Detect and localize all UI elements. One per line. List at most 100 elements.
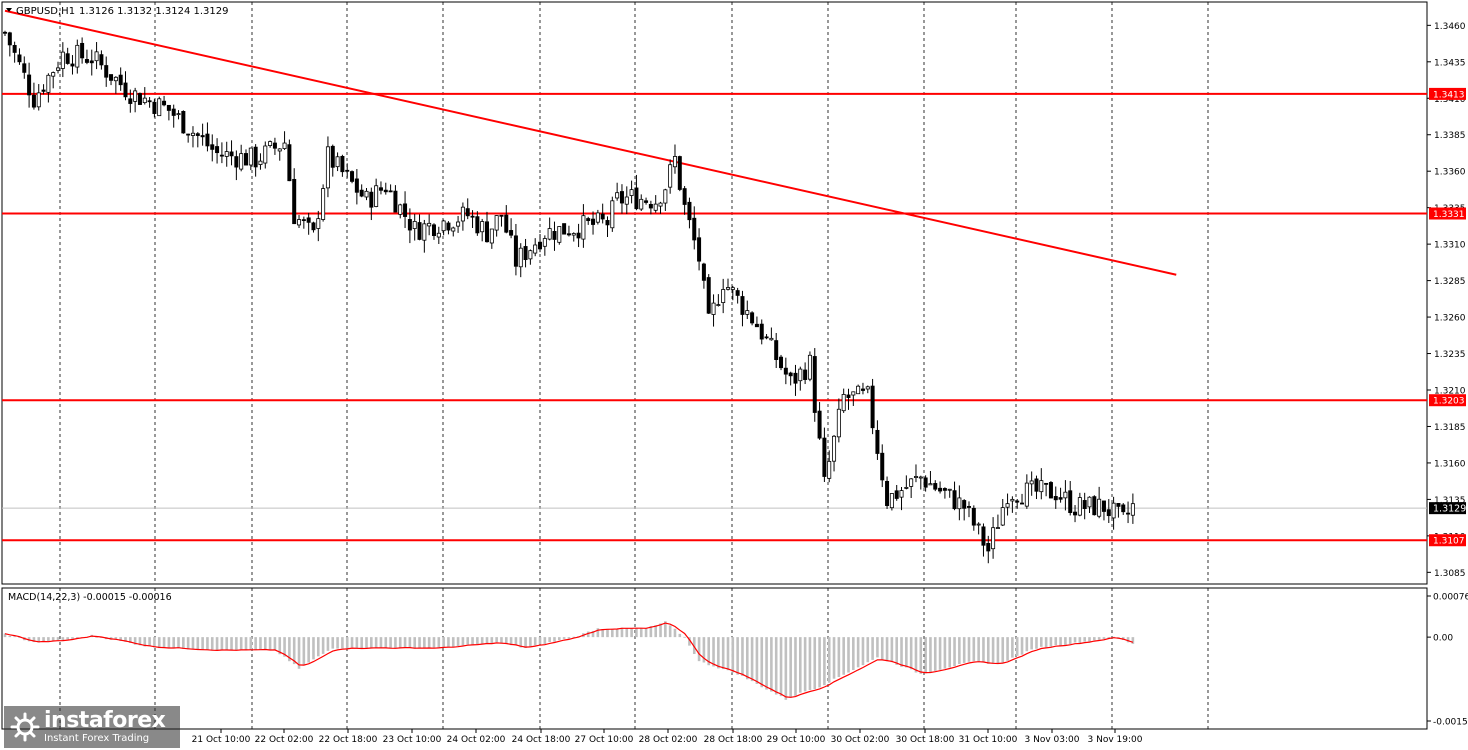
candle-body	[234, 156, 239, 168]
candle-body	[947, 488, 952, 491]
candle-body	[889, 493, 894, 509]
macd-bar	[1068, 637, 1072, 645]
macd-bar	[620, 627, 624, 638]
ohlc-values: 1.3126 1.3132 1.3124 1.3129	[79, 6, 229, 17]
current-price-label: 1.3129	[1429, 502, 1466, 515]
candle-body	[335, 156, 340, 168]
macd-bar	[317, 637, 320, 657]
macd-bar	[495, 637, 498, 643]
candle-body	[547, 228, 552, 240]
macd-bar	[114, 637, 118, 640]
candle-body	[711, 302, 716, 315]
macd-bar	[259, 637, 262, 650]
macd-bar	[1093, 637, 1096, 641]
macd-bar	[1025, 637, 1029, 652]
candle-body	[1111, 502, 1116, 519]
price-tick-label: 1.3360	[1434, 168, 1466, 178]
macd-bar	[278, 637, 282, 655]
macd-bar	[524, 637, 527, 649]
macd-bar	[326, 637, 330, 651]
macd-bar	[630, 628, 633, 638]
candle-body	[1121, 504, 1126, 513]
candle-body	[754, 323, 759, 328]
macd-bar	[538, 637, 542, 645]
macd-bar	[745, 637, 749, 680]
level-label-bg	[1429, 534, 1466, 547]
downtrend-line[interactable]	[4, 9, 1177, 276]
macd-bar	[129, 637, 132, 643]
candle-body	[706, 277, 711, 314]
macd-bar	[437, 637, 441, 648]
candle-body	[36, 92, 41, 108]
macd-bar	[148, 637, 151, 647]
macd-bar	[476, 637, 479, 645]
level-label: 1.3331	[1433, 210, 1465, 220]
macd-bar	[466, 637, 470, 645]
macd-bar	[586, 631, 590, 638]
macd-bar	[611, 629, 614, 638]
candle-body	[123, 82, 128, 98]
macd-bar	[606, 628, 609, 638]
macd-bar	[461, 637, 465, 646]
candle-body	[1092, 496, 1097, 516]
candle-body	[403, 203, 408, 217]
macd-bar	[1011, 637, 1014, 658]
candlesticks[interactable]	[3, 30, 1135, 564]
candle-body	[46, 74, 51, 93]
macd-bar	[765, 637, 768, 690]
price-panel[interactable]: 1.30851.31101.31351.31601.31851.32101.32…	[1, 1, 1466, 585]
candle-body	[1116, 503, 1121, 507]
time-tick-label: 28 Oct 02:00	[639, 735, 698, 745]
candle-body	[224, 151, 229, 157]
macd-bar	[172, 637, 175, 648]
candle-body	[364, 190, 369, 198]
candle-body	[65, 53, 70, 64]
macd-bar	[779, 637, 783, 697]
candle-body	[330, 145, 335, 168]
macd-bar	[972, 637, 976, 662]
level-label-bg	[1429, 87, 1466, 100]
macd-bar	[1078, 637, 1082, 644]
candle-body	[446, 222, 451, 231]
time-tick-label: 28 Oct 18:00	[704, 735, 763, 745]
candle-body	[1044, 482, 1049, 485]
macd-tick-label: -0.00155	[1433, 718, 1468, 728]
candle-body	[610, 200, 615, 229]
candle-body	[721, 289, 726, 303]
macd-bar	[451, 637, 455, 648]
candle-body	[1082, 500, 1087, 509]
macd-panel[interactable]: 0.00076 0.00 -0.00155 MACD(14,22,3) -0.000…	[1, 587, 1468, 730]
macd-bar	[210, 637, 214, 651]
candle-body	[186, 133, 191, 136]
macd-bar	[268, 637, 272, 651]
candle-body	[566, 233, 571, 236]
macd-bar	[71, 637, 74, 639]
candle-body	[350, 171, 355, 182]
macd-bar	[688, 637, 691, 646]
macd-bar	[885, 637, 889, 662]
current-price-text: 1.3129	[1433, 504, 1466, 515]
macd-bar	[1083, 637, 1086, 642]
macd-bar	[249, 637, 253, 650]
horizontal-levels[interactable]	[2, 92, 1427, 542]
candle-body	[1010, 498, 1015, 502]
macd-bar	[288, 637, 291, 662]
macd-bar	[644, 628, 648, 638]
candle-body	[634, 187, 639, 210]
macd-bar	[683, 636, 686, 638]
candle-body	[788, 372, 793, 377]
candle-body	[730, 287, 735, 290]
macd-bar	[943, 637, 947, 669]
macd-bar	[413, 637, 416, 649]
dropdown-triangle-icon[interactable]	[6, 8, 12, 12]
candle-body	[605, 220, 610, 226]
macd-bar	[856, 637, 860, 668]
watermark-tagline: Instant Forex Trading	[44, 733, 150, 744]
candle-body	[147, 100, 152, 103]
candle-body	[301, 219, 306, 222]
candle-body	[171, 108, 176, 116]
vertical-grid	[59, 2, 1209, 584]
macd-bar	[504, 637, 508, 644]
candle-body	[369, 191, 374, 208]
